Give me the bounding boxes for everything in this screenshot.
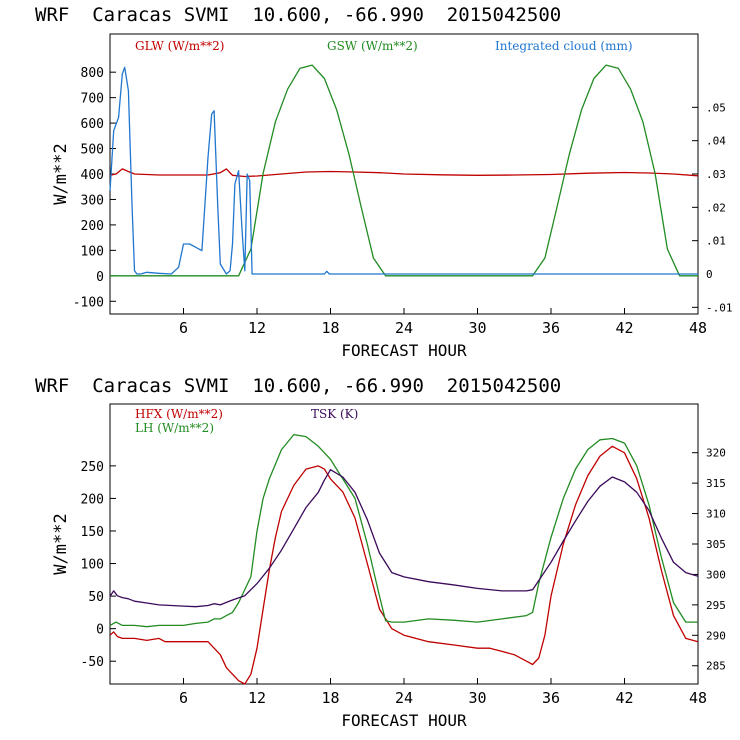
y-tick-label: 700	[81, 92, 104, 107]
y2-tick-label: .01	[706, 235, 726, 248]
y2-tick-label: 320	[706, 447, 726, 460]
y-tick-label: 150	[81, 525, 104, 540]
chart-1-y-axis: -100 0 100 200 300 400 500 600 700 800	[73, 66, 116, 310]
y-tick-label: 800	[81, 66, 104, 81]
series-line-glw	[109, 168, 699, 178]
chart-1-legend-gsw: GSW (W/m**2)	[327, 39, 418, 53]
series-line-hfx	[109, 445, 699, 685]
y2-tick-label: .03	[706, 168, 726, 181]
x-tick-label: 24	[395, 689, 413, 707]
chart-2-y-label: W/m**2	[51, 513, 71, 574]
chart-2: WRF Caracas SVMI 10.600, -66.990 2015042…	[35, 375, 726, 730]
y2-tick-label: 295	[706, 599, 726, 612]
series-line-tsk	[109, 469, 699, 608]
y2-tick-label: 305	[706, 538, 726, 551]
y2-tick-label: 310	[706, 508, 726, 521]
y2-tick-label: 300	[706, 568, 726, 581]
chart-2-x-label: FORECAST HOUR	[341, 711, 467, 730]
x-tick-label: 48	[689, 689, 707, 707]
y2-tick-label: .02	[706, 201, 726, 214]
y2-tick-label: 290	[706, 629, 726, 642]
y-tick-label: -100	[73, 295, 104, 310]
chart-1: WRF Caracas SVMI 10.600, -66.990 2015042…	[35, 4, 733, 360]
chart-2-x-axis: 6 12 18 24 30 36 42 48	[179, 678, 707, 707]
y-tick-label: 100	[81, 244, 104, 259]
y-tick-label: 0	[96, 270, 104, 285]
chart-2-y-axis: -50 0 50 100 150 200 250	[81, 460, 116, 670]
y-tick-label: 600	[81, 117, 104, 132]
chart-2-series	[109, 433, 699, 685]
y-tick-label: 50	[88, 590, 104, 605]
y2-tick-label: -.01	[706, 301, 733, 314]
y-tick-label: 300	[81, 193, 104, 208]
chart-1-y2-axis: -.01 0 .01 .02 .03 .04 .05	[692, 101, 733, 314]
chart-1-legend-cloud: Integrated cloud (mm)	[495, 39, 633, 53]
chart-2-legend-tsk: TSK (K)	[311, 407, 358, 421]
x-tick-label: 6	[179, 689, 188, 707]
y2-tick-label: .04	[706, 135, 726, 148]
x-tick-label: 30	[468, 319, 486, 337]
chart-2-y2-axis: 285 290 295 300 305 310 315 320	[692, 447, 726, 673]
y-tick-label: 250	[81, 460, 104, 475]
x-tick-label: 42	[615, 689, 633, 707]
y-tick-label: -50	[81, 655, 104, 670]
y-tick-label: 100	[81, 558, 104, 573]
series-line-integrated	[109, 66, 698, 275]
x-tick-label: 12	[248, 319, 266, 337]
y-tick-label: 400	[81, 168, 104, 183]
series-line-lh	[109, 433, 698, 628]
y-tick-label: 200	[81, 492, 104, 507]
chart-2-title: WRF Caracas SVMI 10.600, -66.990 2015042…	[35, 375, 561, 397]
y2-tick-label: 285	[706, 660, 726, 673]
x-tick-label: 12	[248, 689, 266, 707]
x-tick-label: 18	[321, 689, 339, 707]
chart-1-title: WRF Caracas SVMI 10.600, -66.990 2015042…	[35, 4, 561, 26]
x-tick-label: 36	[542, 319, 560, 337]
y-tick-label: 500	[81, 143, 104, 158]
y2-tick-label: .05	[706, 101, 726, 114]
chart-2-legend-lh: LH (W/m**2)	[135, 421, 214, 435]
x-tick-label: 42	[615, 319, 633, 337]
x-tick-label: 30	[468, 689, 486, 707]
y2-tick-label: 315	[706, 477, 726, 490]
chart-1-x-label: FORECAST HOUR	[341, 341, 467, 360]
x-tick-label: 18	[321, 319, 339, 337]
series-line-gsw	[110, 64, 698, 277]
y2-tick-label: 0	[706, 268, 713, 281]
x-tick-label: 36	[542, 689, 560, 707]
y-tick-label: 0	[96, 623, 104, 638]
chart-1-series	[109, 64, 699, 277]
chart-1-legend-glw: GLW (W/m**2)	[135, 39, 224, 53]
chart-2-legend-hfx: HFX (W/m**2)	[135, 407, 223, 421]
chart-1-x-axis: 6 12 18 24 30 36 42 48	[179, 308, 707, 337]
x-tick-label: 48	[689, 319, 707, 337]
chart-1-y-label: W/m**2	[51, 143, 71, 204]
x-tick-label: 24	[395, 319, 413, 337]
x-tick-label: 6	[179, 319, 188, 337]
y-tick-label: 200	[81, 219, 104, 234]
